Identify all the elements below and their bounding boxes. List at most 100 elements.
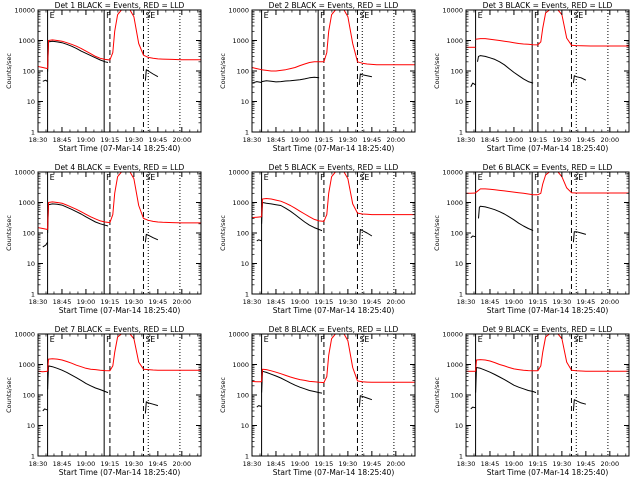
series-line-black bbox=[145, 70, 158, 81]
plot-frame bbox=[38, 334, 201, 456]
series-black bbox=[43, 366, 158, 414]
x-tick-label: 20:00 bbox=[386, 460, 405, 468]
series-line-red bbox=[262, 172, 415, 221]
x-tick-label: 19:45 bbox=[362, 136, 381, 144]
plot-frame bbox=[252, 334, 415, 456]
panel-title: Det 3 BLACK = Events, RED = LLD bbox=[483, 1, 613, 10]
y-tick-label: 1000 bbox=[446, 199, 463, 207]
y-tick-label: 10000 bbox=[228, 7, 249, 15]
x-tick-label: 20:00 bbox=[600, 136, 619, 144]
region-label: E bbox=[150, 173, 155, 182]
x-axis-label: Start Time (07-Mar-14 18:25:40) bbox=[273, 144, 395, 153]
y-tick-label: 10000 bbox=[228, 331, 249, 339]
series-line-red bbox=[262, 10, 415, 71]
y-axis-label: Counts/sec bbox=[433, 53, 441, 89]
x-axis-label: Start Time (07-Mar-14 18:25:40) bbox=[273, 306, 395, 315]
x-tick-label: 19:15 bbox=[529, 298, 548, 306]
series-line-red bbox=[476, 334, 629, 371]
x-tick-label: 19:00 bbox=[77, 298, 96, 306]
series-line-black bbox=[476, 368, 536, 393]
y-tick-label: 1000 bbox=[18, 361, 35, 369]
series-line-red bbox=[48, 172, 201, 230]
detector-panel-9: Det 9 BLACK = Events, RED = LLDCounts/se… bbox=[433, 325, 629, 477]
series-line-red bbox=[476, 10, 629, 46]
y-tick-label: 100 bbox=[237, 68, 249, 76]
y-axis-label: Counts/sec bbox=[433, 215, 441, 251]
x-tick-label: 19:30 bbox=[339, 460, 358, 468]
series-black bbox=[252, 74, 372, 85]
series-line-black bbox=[262, 77, 320, 82]
x-tick-label: 18:30 bbox=[457, 136, 476, 144]
y-tick-label: 10 bbox=[27, 422, 35, 430]
plot-frame bbox=[466, 334, 629, 456]
series-red bbox=[38, 334, 201, 372]
series-line-red bbox=[252, 68, 262, 70]
x-tick-label: 19:00 bbox=[505, 136, 524, 144]
series-black bbox=[257, 371, 372, 407]
x-tick-label: 19:30 bbox=[125, 136, 144, 144]
x-axis-label: Start Time (07-Mar-14 18:25:40) bbox=[487, 468, 609, 477]
panel-title: Det 7 BLACK = Events, RED = LLD bbox=[55, 325, 185, 334]
x-tick-label: 18:45 bbox=[481, 298, 500, 306]
plot-frame bbox=[466, 10, 629, 132]
x-tick-label: 19:15 bbox=[101, 298, 120, 306]
x-tick-label: 19:00 bbox=[505, 460, 524, 468]
x-tick-label: 19:45 bbox=[362, 460, 381, 468]
y-tick-label: 100 bbox=[23, 230, 35, 238]
x-tick-label: 19:45 bbox=[148, 460, 167, 468]
series-line-black bbox=[573, 232, 586, 243]
plot-frame bbox=[38, 10, 201, 132]
series-line-black bbox=[479, 206, 534, 230]
x-axis-label: Start Time (07-Mar-14 18:25:40) bbox=[487, 306, 609, 315]
series-line-black bbox=[257, 240, 262, 241]
panel-title: Det 9 BLACK = Events, RED = LLD bbox=[483, 325, 613, 334]
x-tick-label: 19:30 bbox=[553, 136, 572, 144]
series-black bbox=[471, 206, 586, 242]
y-tick-label: 10 bbox=[455, 98, 463, 106]
series-line-black bbox=[262, 371, 322, 393]
series-red bbox=[38, 10, 201, 69]
x-tick-label: 20:00 bbox=[600, 298, 619, 306]
y-tick-label: 100 bbox=[451, 68, 463, 76]
y-tick-label: 10 bbox=[455, 422, 463, 430]
y-axis-label: Counts/sec bbox=[5, 53, 13, 89]
x-tick-label: 19:45 bbox=[148, 136, 167, 144]
region-label: E bbox=[578, 335, 583, 344]
y-axis-label: Counts/sec bbox=[5, 377, 13, 413]
x-tick-label: 18:30 bbox=[29, 298, 48, 306]
x-tick-label: 19:30 bbox=[125, 460, 144, 468]
x-tick-label: 19:00 bbox=[291, 136, 310, 144]
series-black bbox=[471, 368, 586, 411]
x-tick-label: 19:00 bbox=[77, 460, 96, 468]
series-line-red bbox=[38, 67, 48, 69]
x-tick-label: 19:00 bbox=[291, 298, 310, 306]
region-label: E bbox=[150, 11, 155, 20]
x-tick-label: 18:30 bbox=[29, 136, 48, 144]
detector-panel-2: Det 2 BLACK = Events, RED = LLDCounts/se… bbox=[219, 1, 415, 153]
y-axis-label: Counts/sec bbox=[5, 215, 13, 251]
panel-title: Det 5 BLACK = Events, RED = LLD bbox=[269, 163, 399, 172]
series-line-red bbox=[252, 217, 262, 218]
y-tick-label: 1000 bbox=[232, 199, 249, 207]
x-tick-label: 18:30 bbox=[243, 298, 262, 306]
detector-panel-4: Det 4 BLACK = Events, RED = LLDCounts/se… bbox=[5, 163, 201, 315]
x-axis-label: Start Time (07-Mar-14 18:25:40) bbox=[273, 468, 395, 477]
x-tick-label: 18:30 bbox=[29, 460, 48, 468]
series-line-black bbox=[573, 76, 586, 83]
x-axis-label: Start Time (07-Mar-14 18:25:40) bbox=[487, 144, 609, 153]
x-axis-label: Start Time (07-Mar-14 18:25:40) bbox=[59, 306, 181, 315]
x-tick-label: 18:45 bbox=[53, 298, 72, 306]
x-tick-label: 18:45 bbox=[53, 136, 72, 144]
x-tick-label: 18:45 bbox=[53, 460, 72, 468]
series-line-black bbox=[43, 80, 48, 81]
region-label: E bbox=[364, 335, 369, 344]
x-tick-label: 20:00 bbox=[386, 298, 405, 306]
detector-panel-1: Det 1 BLACK = Events, RED = LLDCounts/se… bbox=[5, 1, 201, 153]
x-tick-label: 18:45 bbox=[481, 136, 500, 144]
x-axis-label: Start Time (07-Mar-14 18:25:40) bbox=[59, 144, 181, 153]
region-label: E bbox=[364, 11, 369, 20]
y-tick-label: 10 bbox=[27, 260, 35, 268]
y-tick-label: 10000 bbox=[442, 169, 463, 177]
series-line-black bbox=[43, 409, 48, 411]
